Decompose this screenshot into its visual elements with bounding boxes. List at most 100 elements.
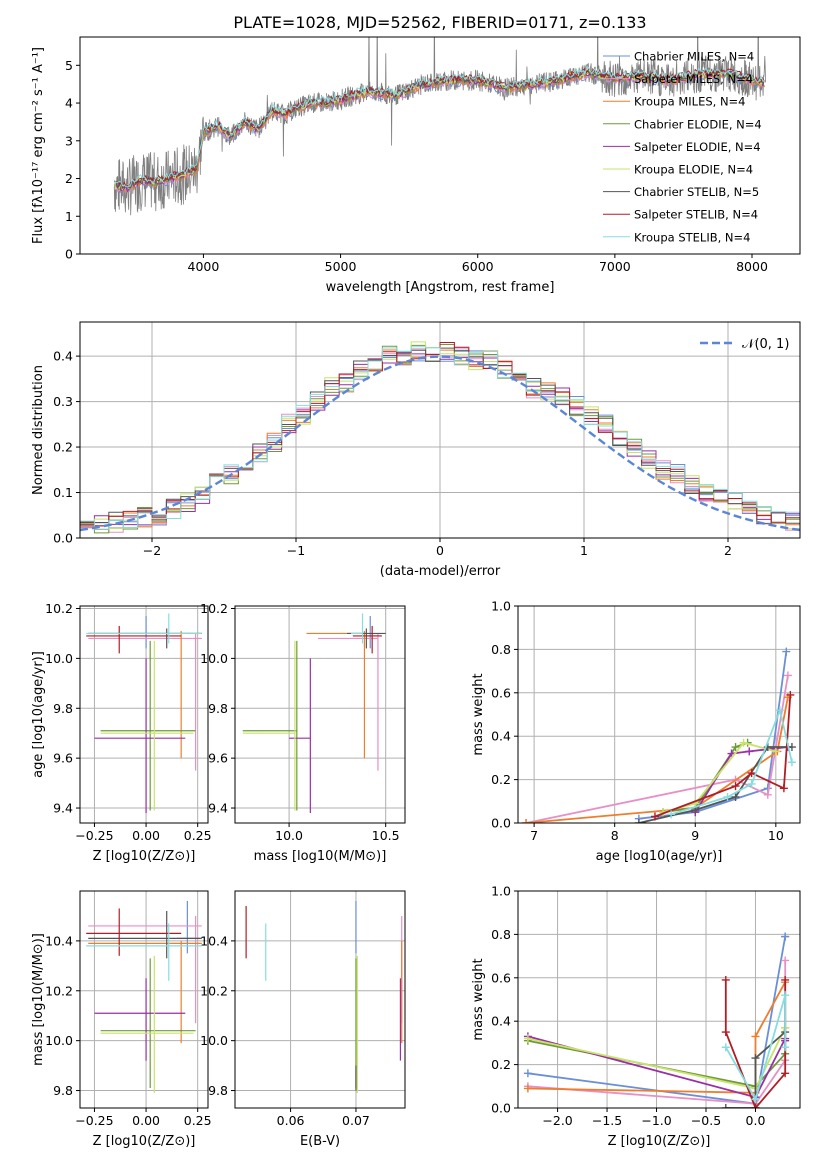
x-tick-label: −2.0 (542, 1113, 572, 1128)
point-marker-kroupa_miles (523, 1084, 532, 1093)
y-tick-label: 0.8 (491, 642, 511, 657)
x-tick-label: −0.5 (691, 1113, 721, 1128)
legend-entry: 𝒩(0, 1) (742, 337, 789, 352)
y-tick-label: 3 (65, 133, 73, 148)
y-tick-label: 4 (65, 96, 73, 111)
figure-title: PLATE=1028, MJD=52562, FIBERID=0171, z=0… (233, 13, 646, 32)
spectrum-legend: Chabrier MILES, N=4 Salpeter MILES, N=4 Kr… (603, 50, 762, 244)
x-tick-label: 2 (724, 543, 732, 558)
series-line-kroupa_stelib (725, 994, 787, 1102)
x-tick-label: −0.25 (75, 1113, 113, 1128)
x-tick-label: −1.5 (592, 1113, 622, 1128)
point-marker-chab_miles (523, 1069, 532, 1078)
mass_weight_vs_age-panel: 7 8 9 10 0.0 0.2 0.4 0.6 0.8 1.0 age [log10(age/yr… (471, 599, 801, 864)
point-marker-salp_stelib (781, 975, 790, 984)
mass_vs_ebv-plot-area (245, 900, 403, 1094)
legend-entry: Chabrier MILES, N=4 (634, 50, 754, 64)
y-axis-label: Normed distribution (31, 365, 46, 495)
normal-curve-line (80, 355, 800, 532)
histogram-kroupa_stelib (80, 346, 800, 530)
point-marker-salp_stelib (747, 769, 756, 778)
x-tick-label: 7 (530, 828, 538, 843)
point-marker-salp_stelib (779, 784, 788, 793)
point-marker-chab_stelib (634, 819, 643, 823)
x-tick-label: 1 (580, 543, 588, 558)
point-marker-kroupa_stelib (747, 779, 756, 788)
x-tick-label: 9 (691, 828, 699, 843)
y-tick-label: 0.2 (491, 772, 511, 787)
point-marker-chab_elodie (731, 743, 740, 752)
point-marker-kroupa_miles (751, 1032, 760, 1041)
point-marker-kroupa_miles (522, 819, 531, 823)
x-tick-label: 10.0 (275, 828, 303, 843)
y-axis-label: mass weight (471, 958, 486, 1040)
legend-entry: Chabrier STELIB, N=5 (634, 185, 759, 199)
model-line-chab_miles (113, 72, 765, 194)
point-marker-chab_stelib (751, 1054, 760, 1063)
y-tick-label: 0.4 (491, 1014, 511, 1029)
point-marker-salp_stelib (650, 812, 659, 821)
y-tick-label: 0.2 (491, 1057, 511, 1072)
point-marker-salp_stelib (786, 690, 795, 699)
y-tick-label: 9.6 (208, 751, 228, 766)
x-tick-label: 0.0 (746, 1113, 766, 1128)
point-marker-kroupa_stelib (775, 706, 784, 715)
x-tick-label: 0.00 (132, 828, 160, 843)
model-line-kroupa_stelib (113, 66, 765, 188)
mass_vs_Z-panel: −0.25 0.00 0.25 9.8 10.0 10.2 10.4 Z [log10(Z/Z… (31, 890, 212, 1149)
mass_vs_Z-plot-area (86, 900, 202, 1094)
y-tick-label: 1.0 (491, 884, 511, 899)
point-marker-salp_stelib (781, 1069, 790, 1078)
mass_weight_vs_Z-plot-area (523, 932, 790, 1108)
legend-entry: Kroupa MILES, N=4 (634, 95, 746, 109)
point-marker-kroupa_stelib (781, 991, 790, 1000)
point-marker-kroupa_stelib (787, 758, 796, 767)
age_vs_mass-plot-area (242, 613, 386, 814)
point-marker-kroupa_stelib (667, 810, 676, 819)
y-tick-label: 10.0 (45, 1033, 73, 1048)
point-marker-kroupa_stelib (781, 1043, 790, 1052)
y-tick-label: 10.4 (200, 933, 228, 948)
y-tick-label: 0.2 (53, 440, 73, 455)
point-marker-salp_miles (783, 671, 792, 680)
y-tick-label: 2 (65, 171, 73, 186)
y-tick-label: 10.0 (200, 1033, 228, 1048)
point-marker-salp_stelib (721, 975, 730, 984)
y-tick-label: 9.8 (53, 1083, 73, 1098)
point-marker-salp_stelib (751, 1104, 760, 1108)
y-tick-label: 10.2 (200, 601, 228, 616)
y-tick-label: 9.8 (208, 1083, 228, 1098)
y-tick-label: 10.2 (45, 983, 73, 998)
x-tick-label: 0.06 (277, 1113, 305, 1128)
age_vs_Z-panel: −0.25 0.00 0.25 9.4 9.6 9.8 10.0 10.2 Z [log10(Z… (31, 601, 212, 864)
legend-entry: Salpeter ELODIE, N=4 (634, 140, 761, 154)
point-marker-kroupa_elodie (739, 738, 748, 747)
x-tick-label: 5000 (325, 259, 357, 274)
point-marker-salp_stelib (721, 1028, 730, 1037)
point-marker-kroupa_elodie (771, 747, 780, 756)
y-tick-label: 1 (65, 209, 73, 224)
y-axis-label: mass weight (471, 673, 486, 755)
point-marker-kroupa_stelib (751, 1095, 760, 1104)
x-tick-label: 0 (436, 543, 444, 558)
legend-entry: Kroupa ELODIE, N=4 (634, 163, 753, 177)
y-tick-label: 0.6 (491, 970, 511, 985)
x-axis-label: Z [log10(Z/Z⊙)] (608, 1134, 711, 1149)
x-tick-label: −1 (287, 543, 305, 558)
y-tick-label: 10.0 (200, 651, 228, 666)
x-axis-label: Z [log10(Z/Z⊙)] (93, 849, 196, 864)
legend-entry: Kroupa STELIB, N=4 (634, 230, 751, 244)
x-axis-label: (data-model)/error (380, 564, 501, 579)
x-tick-label: 0.25 (184, 828, 212, 843)
point-marker-kroupa_stelib (721, 1043, 730, 1052)
y-tick-label: 10.4 (45, 933, 73, 948)
x-axis-label: wavelength [Angstrom, rest frame] (326, 280, 555, 295)
spectrum-panel: Chabrier MILES, N=4 Salpeter MILES, N=4 Kr… (31, 36, 801, 295)
x-axis-label: E(B-V) (300, 1134, 340, 1149)
point-marker-salp_stelib (731, 782, 740, 791)
x-axis-label: Z [log10(Z/Z⊙)] (93, 1134, 196, 1149)
legend-entry: Salpeter MILES, N=4 (634, 72, 753, 86)
age_vs_mass-panel: 10.0 10.5 9.4 9.6 9.8 10.0 10.2 mass [log10(M/M… (200, 601, 406, 864)
y-tick-label: 0 (65, 247, 73, 262)
